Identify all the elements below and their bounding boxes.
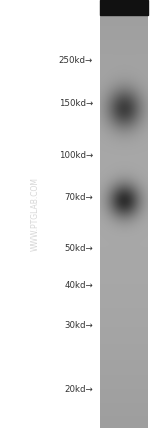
Text: 250kd→: 250kd→ — [59, 56, 93, 65]
Text: 150kd→: 150kd→ — [59, 98, 93, 107]
Text: WWW.PTGLAB.COM: WWW.PTGLAB.COM — [30, 177, 39, 251]
Text: 70kd→: 70kd→ — [64, 193, 93, 202]
Text: 50kd→: 50kd→ — [64, 244, 93, 253]
Text: 30kd→: 30kd→ — [64, 321, 93, 330]
Bar — [100, 0, 148, 15]
Text: 40kd→: 40kd→ — [64, 280, 93, 289]
Text: 20kd→: 20kd→ — [64, 386, 93, 395]
Text: 100kd→: 100kd→ — [59, 151, 93, 160]
